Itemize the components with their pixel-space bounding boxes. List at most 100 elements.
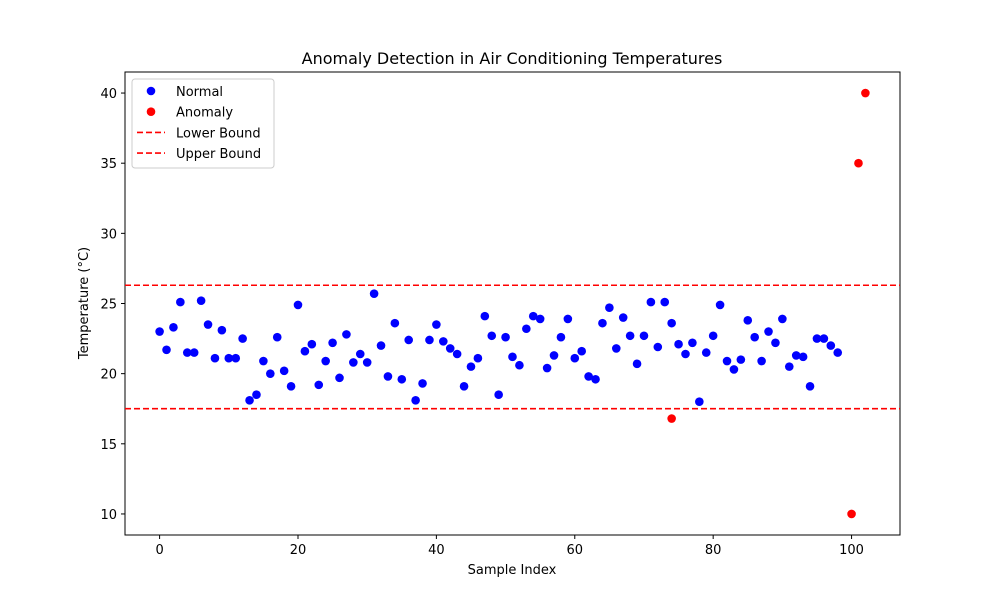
normal-point <box>522 324 531 334</box>
normal-point <box>688 338 697 348</box>
legend-normal-label: Normal <box>176 85 223 100</box>
normal-point <box>494 390 503 399</box>
legend-anomaly-label: Anomaly <box>176 106 233 121</box>
normal-point <box>425 335 434 345</box>
normal-point <box>252 390 261 399</box>
normal-point <box>238 334 247 343</box>
normal-point <box>355 349 365 359</box>
normal-point <box>224 353 234 363</box>
y-tick-label: 25 <box>100 298 117 313</box>
normal-point <box>439 337 448 346</box>
plot-area: 0 20 40 60 80 100 10 15 20 25 30 35 40 <box>100 71 901 558</box>
normal-point <box>335 373 344 383</box>
normal-point <box>639 331 649 341</box>
normal-point <box>729 365 739 374</box>
normal-point <box>162 345 171 355</box>
normal-point <box>778 314 787 324</box>
normal-point <box>169 323 178 332</box>
normal-point <box>701 348 711 357</box>
normal-point <box>695 397 704 407</box>
normal-point <box>155 327 164 336</box>
normal-point <box>764 327 773 336</box>
normal-point <box>432 320 441 329</box>
x-tick-label: 80 <box>705 543 722 558</box>
normal-point <box>819 334 829 343</box>
normal-point <box>736 355 746 364</box>
normal-point <box>196 296 206 305</box>
y-tick-label: 15 <box>100 438 117 453</box>
normal-point <box>418 379 427 388</box>
normal-point <box>445 344 455 353</box>
normal-point <box>480 311 490 321</box>
normal-point <box>342 330 351 339</box>
normal-point <box>708 331 718 341</box>
normal-point <box>584 372 593 381</box>
normal-point <box>314 380 324 390</box>
normal-point <box>383 372 393 381</box>
normal-point <box>743 316 753 325</box>
normal-point <box>674 339 683 349</box>
normal-point <box>459 381 469 391</box>
normal-point <box>397 374 407 384</box>
y-tick-label: 20 <box>100 368 117 383</box>
normal-point <box>646 297 656 307</box>
normal-point <box>542 363 552 373</box>
normal-point <box>660 297 670 307</box>
y-tick-label: 35 <box>100 157 117 172</box>
normal-point <box>404 335 414 345</box>
x-tick-label: 40 <box>428 543 445 558</box>
normal-point <box>487 331 497 341</box>
normal-point <box>618 313 628 322</box>
normal-point <box>563 314 573 324</box>
normal-point <box>376 341 386 350</box>
normal-point <box>176 297 185 307</box>
legend-upper-bound-label: Upper Bound <box>176 147 261 162</box>
anomaly-point <box>861 88 870 98</box>
normal-point <box>556 332 566 342</box>
normal-point <box>259 356 268 366</box>
normal-point <box>307 339 317 349</box>
normal-point <box>812 334 822 343</box>
normal-point <box>805 381 815 391</box>
y-axis-label: Temperature (°C) <box>77 247 92 360</box>
normal-point <box>798 352 808 362</box>
x-tick-label: 20 <box>290 543 307 558</box>
normal-point <box>328 338 337 348</box>
x-tick-label: 60 <box>567 543 584 558</box>
normal-point <box>245 396 254 405</box>
normal-point <box>203 320 213 329</box>
normal-point <box>266 369 275 378</box>
x-tick-label: 0 <box>155 543 163 558</box>
normal-point <box>771 338 780 348</box>
normal-point <box>625 331 635 341</box>
normal-point <box>667 318 676 328</box>
normal-point <box>722 356 732 366</box>
normal-point <box>577 346 586 356</box>
normal-point <box>452 349 462 359</box>
normal-point <box>279 366 289 376</box>
x-tick-label: 100 <box>839 543 864 558</box>
normal-point <box>750 332 759 342</box>
normal-point <box>605 303 614 313</box>
normal-point <box>508 352 517 362</box>
normal-point <box>473 353 483 363</box>
normal-point <box>369 289 379 298</box>
anomaly-point <box>847 509 856 519</box>
normal-point <box>411 396 420 405</box>
normal-point <box>591 374 600 384</box>
normal-point <box>515 360 524 370</box>
anomaly-point <box>854 158 863 168</box>
normal-point <box>611 344 621 353</box>
y-tick-label: 10 <box>100 508 117 523</box>
normal-point <box>598 318 607 328</box>
normal-point <box>632 359 642 369</box>
y-tick-label: 40 <box>100 87 117 102</box>
normal-point <box>549 351 559 360</box>
normal-point <box>653 342 663 352</box>
normal-point <box>189 348 199 357</box>
normal-point <box>321 356 330 366</box>
normal-point <box>182 348 192 357</box>
normal-point <box>757 356 766 366</box>
normal-point <box>217 325 227 335</box>
